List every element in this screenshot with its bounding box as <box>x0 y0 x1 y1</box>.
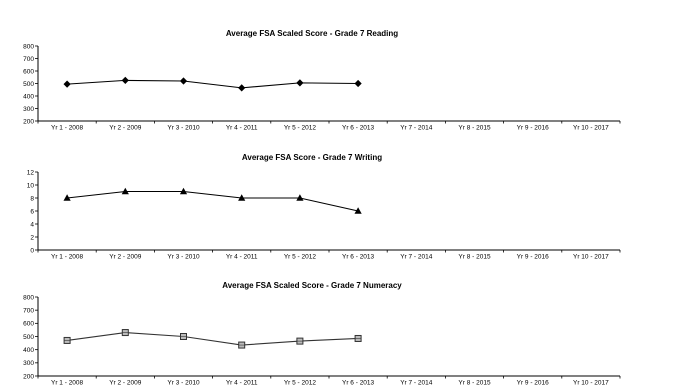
x-tick-label: Yr 5 - 2012 <box>284 380 317 387</box>
x-tick-label: Yr 10 - 2017 <box>573 254 609 261</box>
x-tick-label: Yr 6 - 2013 <box>342 254 375 261</box>
series-line <box>67 190 359 212</box>
x-tick-label: Yr 7 - 2014 <box>400 254 433 261</box>
x-tick-label: Yr 7 - 2014 <box>400 380 433 387</box>
x-tick-label: Yr 1 - 2008 <box>51 125 84 132</box>
y-tick-label: 300 <box>23 360 34 367</box>
x-tick-label: Yr 9 - 2016 <box>517 254 550 261</box>
x-tick-label: Yr 5 - 2012 <box>284 125 317 132</box>
x-tick-label: Yr 1 - 2008 <box>51 380 84 387</box>
y-tick-label: 200 <box>23 118 34 125</box>
series-line <box>67 79 359 89</box>
y-tick-label: 12 <box>27 169 35 176</box>
y-tick-label: 8 <box>30 195 34 202</box>
y-tick-label: 700 <box>23 56 34 63</box>
x-tick-label: Yr 2 - 2009 <box>109 254 142 261</box>
y-tick-label: 600 <box>23 321 34 328</box>
chart-2: Average FSA Score - Grade 7 Writing 0 2 4 6 8… <box>27 153 621 261</box>
data-point <box>296 194 304 201</box>
y-tick-label: 2 <box>30 234 34 241</box>
x-tick-label: Yr 3 - 2010 <box>167 380 200 387</box>
x-tick-label: Yr 7 - 2014 <box>400 125 433 132</box>
x-tick-label: Yr 9 - 2016 <box>517 125 550 132</box>
data-point <box>354 207 362 214</box>
x-tick-label: Yr 6 - 2013 <box>342 380 375 387</box>
y-tick-label: 6 <box>30 208 34 215</box>
x-tick-label: Yr 3 - 2010 <box>167 254 200 261</box>
y-tick-label: 800 <box>23 294 34 301</box>
y-tick-label: 800 <box>23 43 34 50</box>
x-tick-label: Yr 2 - 2009 <box>109 125 142 132</box>
y-tick-label: 700 <box>23 307 34 314</box>
x-tick-label: Yr 10 - 2017 <box>573 380 609 387</box>
x-tick-label: Yr 5 - 2012 <box>284 254 317 261</box>
y-tick-label: 200 <box>23 373 34 380</box>
chart-1: Average FSA Scaled Score - Grade 7 Readi… <box>23 29 621 132</box>
series-line <box>67 331 359 346</box>
chart-title: Average FSA Score - Grade 7 Writing <box>242 153 382 162</box>
x-tick-label: Yr 8 - 2015 <box>458 254 491 261</box>
data-point <box>238 84 246 92</box>
x-tick-label: Yr 8 - 2015 <box>458 380 491 387</box>
x-tick-label: Yr 6 - 2013 <box>342 125 375 132</box>
x-tick-label: Yr 1 - 2008 <box>51 254 84 261</box>
y-tick-label: 300 <box>23 106 34 113</box>
data-point <box>63 194 71 201</box>
y-tick-label: 400 <box>23 347 34 354</box>
chart-title: Average FSA Scaled Score - Grade 7 Readi… <box>226 29 398 38</box>
y-tick-label: 500 <box>23 334 34 341</box>
y-tick-label: 400 <box>23 93 34 100</box>
x-tick-label: Yr 4 - 2011 <box>226 125 258 132</box>
x-tick-label: Yr 2 - 2009 <box>109 380 142 387</box>
x-tick-label: Yr 4 - 2011 <box>226 380 258 387</box>
x-tick-label: Yr 9 - 2016 <box>517 380 550 387</box>
x-tick-label: Yr 8 - 2015 <box>458 125 491 132</box>
data-point <box>296 79 304 87</box>
y-tick-label: 600 <box>23 68 34 75</box>
y-tick-label: 0 <box>30 247 34 254</box>
y-tick-label: 500 <box>23 81 34 88</box>
data-point <box>121 187 129 195</box>
data-point <box>179 187 188 195</box>
chart-title: Average FSA Scaled Score - Grade 7 Numer… <box>222 281 402 290</box>
x-tick-label: Yr 10 - 2017 <box>573 125 609 132</box>
data-point <box>238 194 246 201</box>
data-point <box>354 79 362 88</box>
chart-3: Average FSA Scaled Score - Grade 7 Numer… <box>23 281 621 387</box>
x-tick-label: Yr 3 - 2010 <box>167 125 200 132</box>
data-point <box>63 80 71 88</box>
y-tick-label: 10 <box>27 182 35 189</box>
y-tick-label: 4 <box>30 221 34 228</box>
x-tick-label: Yr 4 - 2011 <box>226 254 258 261</box>
data-point <box>121 76 129 84</box>
data-point <box>179 77 188 85</box>
